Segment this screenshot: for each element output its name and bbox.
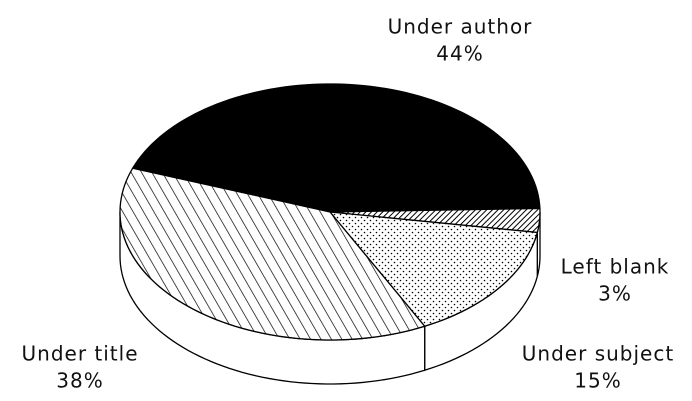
slice-label: Left blank: [561, 255, 670, 279]
pie-slice: [329, 207, 541, 234]
slice-label: Under subject: [522, 342, 674, 366]
slice-value-label: 44%: [436, 42, 483, 66]
pie-slice: [131, 83, 541, 213]
slice-value-label: 38%: [56, 369, 103, 393]
slice-label: Under author: [388, 15, 533, 39]
pie-slice: [119, 167, 426, 341]
slice-value-label: 15%: [574, 369, 621, 393]
slice-value-label: 3%: [598, 282, 632, 306]
slice-label: Under title: [22, 342, 139, 366]
pie-slice: [328, 211, 539, 328]
